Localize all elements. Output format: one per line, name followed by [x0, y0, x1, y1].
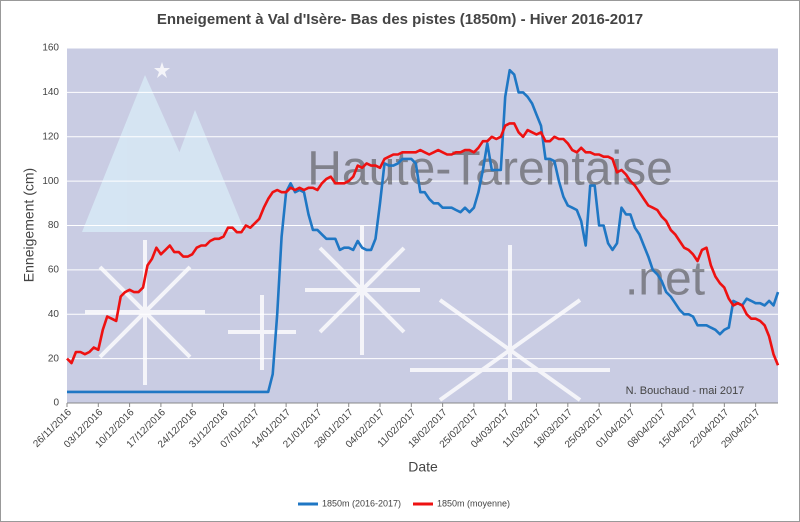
y-tick-label: 120 [42, 131, 59, 142]
watermark: .net [625, 253, 705, 306]
y-tick-label: 140 [42, 87, 59, 98]
x-axis-label: Date [408, 459, 438, 475]
y-tick-label: 0 [53, 398, 59, 409]
watermark: Haute-Tarentaise [307, 143, 673, 196]
data-line [67, 68, 780, 394]
y-axis-label: Enneigement (cm) [21, 168, 37, 282]
y-tick-label: 100 [42, 176, 59, 187]
y-tick-label: 40 [48, 309, 60, 320]
chart-title: Enneigement à Val d'Isère- Bas des piste… [157, 11, 643, 28]
legend-label: 1850m (2016-2017) [322, 498, 401, 508]
y-tick-label: 160 [42, 43, 59, 54]
annotation: N. Bouchaud - mai 2017 [626, 385, 745, 397]
y-tick-label: 80 [48, 220, 60, 231]
data-line [66, 122, 780, 366]
y-tick-label: 60 [48, 265, 60, 276]
legend-label: 1850m (moyenne) [437, 498, 510, 508]
y-tick-label: 20 [48, 353, 60, 364]
